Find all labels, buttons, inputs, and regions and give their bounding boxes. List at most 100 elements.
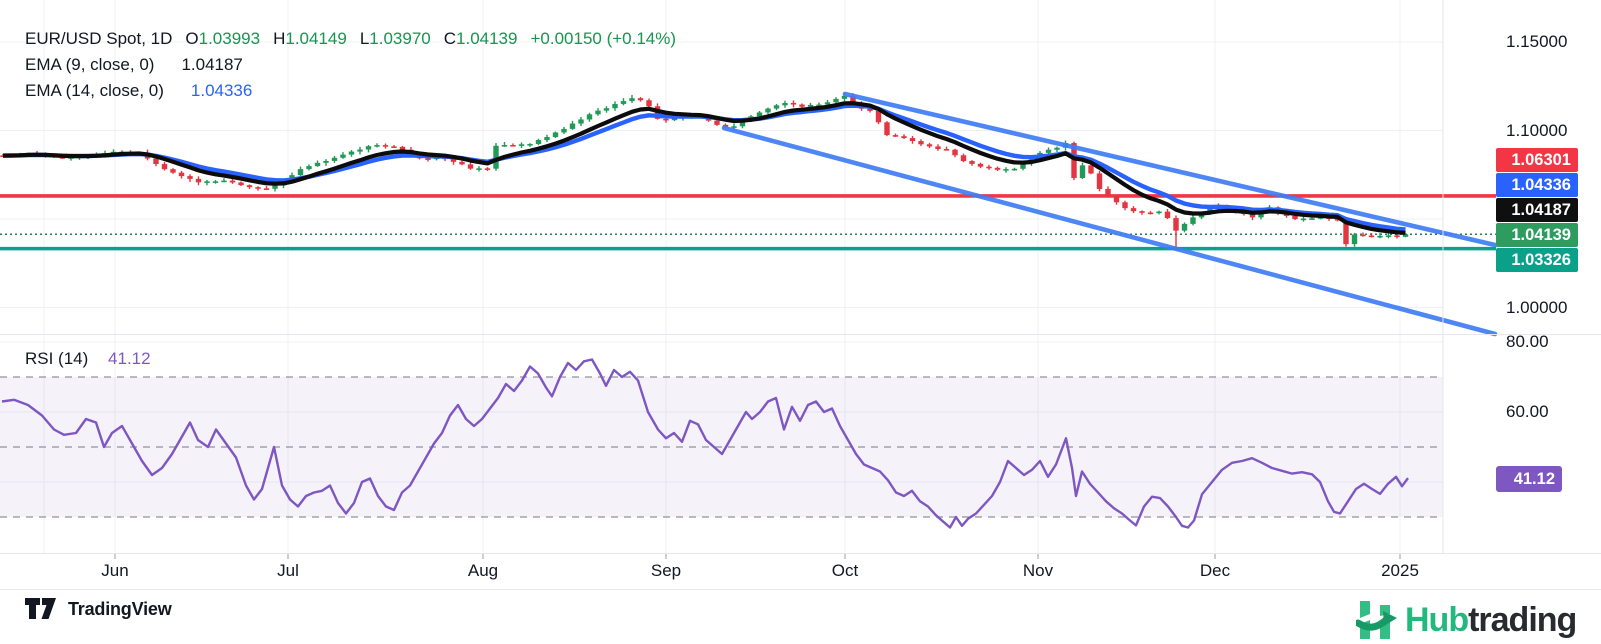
candle-down bbox=[161, 164, 168, 170]
candle-down bbox=[1343, 218, 1349, 245]
tradingview-logo[interactable]: TradingView bbox=[25, 598, 172, 620]
hubtrading-icon bbox=[1356, 601, 1397, 639]
candle-up bbox=[272, 185, 278, 189]
candle-up bbox=[671, 117, 678, 121]
candle-up bbox=[578, 119, 584, 124]
candle-up bbox=[824, 102, 831, 105]
candle-up bbox=[221, 180, 227, 183]
rsi-tick-80.00: 80.00 bbox=[1506, 332, 1549, 351]
candle-down bbox=[969, 161, 975, 164]
candle-up bbox=[1003, 169, 1009, 171]
time-label-Aug: Aug bbox=[467, 561, 499, 580]
rsi-legend: RSI (14) 41.12 bbox=[25, 349, 151, 369]
channel-lower bbox=[721, 125, 1498, 337]
rsi-label: RSI (14) bbox=[25, 349, 89, 368]
candle-up bbox=[476, 168, 482, 170]
candle-down bbox=[935, 146, 941, 150]
candle-down bbox=[986, 166, 992, 169]
candle-down bbox=[918, 141, 924, 145]
price-tick-1.15000: 1.15000 bbox=[1506, 32, 1568, 51]
candle-up bbox=[1190, 217, 1196, 224]
hubtrading-logo: Hubtrading bbox=[1356, 599, 1577, 641]
candle-down bbox=[1071, 143, 1077, 179]
candle-down bbox=[1122, 202, 1128, 209]
low-value: L1.03970 bbox=[359, 29, 431, 48]
candle-up bbox=[1351, 234, 1358, 245]
candle-down bbox=[909, 138, 916, 142]
ema14-line bbox=[3, 103, 1406, 232]
ema9-value: 1.04187 bbox=[181, 55, 243, 74]
candle-down bbox=[960, 155, 967, 162]
candle-up bbox=[1181, 223, 1188, 231]
rsi-tick-60.00: 60.00 bbox=[1506, 402, 1549, 421]
footer-border bbox=[0, 589, 1601, 590]
candle-up bbox=[365, 146, 372, 150]
candle-down bbox=[714, 120, 720, 125]
candle-up bbox=[1011, 168, 1018, 171]
chart-legend: EUR/USD Spot, 1D O1.03993 H1.04149 L1.03… bbox=[25, 26, 676, 104]
candle-down bbox=[1292, 215, 1298, 220]
candle-up bbox=[782, 102, 788, 106]
pane-divider[interactable] bbox=[0, 334, 1601, 335]
candle-up bbox=[518, 144, 525, 146]
candle-up bbox=[204, 181, 210, 183]
candle-down bbox=[382, 145, 389, 147]
channel-upper bbox=[842, 91, 1498, 248]
candle-down bbox=[263, 188, 270, 190]
candle-up bbox=[552, 132, 559, 138]
price-levels[interactable] bbox=[0, 194, 1496, 251]
candle-up bbox=[1054, 147, 1060, 150]
candle-down bbox=[1368, 235, 1375, 238]
candle-up bbox=[493, 145, 499, 169]
candle-down bbox=[238, 182, 244, 186]
ema14-row: EMA (14, close, 0) 1.04336 bbox=[25, 78, 676, 104]
axis-furniture bbox=[114, 0, 1444, 559]
candle-down bbox=[1249, 214, 1256, 218]
candle-up bbox=[357, 149, 363, 152]
ema9-row: EMA (9, close, 0) 1.04187 bbox=[25, 52, 676, 78]
candle-up bbox=[340, 154, 346, 158]
time-label-Nov: Nov bbox=[1022, 561, 1054, 580]
candle-up bbox=[731, 126, 737, 128]
candle-down bbox=[1147, 212, 1154, 215]
candle-down bbox=[637, 98, 644, 101]
time-label-Sep: Sep bbox=[650, 561, 682, 580]
candle-down bbox=[195, 178, 202, 183]
candle-down bbox=[943, 149, 950, 151]
candle-down bbox=[901, 136, 907, 139]
candle-up bbox=[620, 101, 627, 104]
candle-down bbox=[153, 158, 159, 165]
candle-up bbox=[1198, 213, 1205, 218]
candle-up bbox=[212, 181, 219, 183]
candle-up bbox=[1385, 235, 1392, 238]
hub-word: Hub bbox=[1405, 601, 1469, 639]
candle-down bbox=[425, 158, 431, 160]
close-value: C1.04139 bbox=[443, 29, 518, 48]
candle-down bbox=[178, 172, 185, 177]
rsi-line bbox=[1, 358, 1409, 529]
candle-up bbox=[833, 98, 839, 103]
candle-up bbox=[1402, 234, 1409, 237]
candle-up bbox=[756, 112, 763, 117]
candle-down bbox=[1173, 218, 1179, 231]
candle-down bbox=[399, 146, 406, 150]
candle-down bbox=[1105, 188, 1111, 196]
ema14 bbox=[3, 103, 1406, 232]
candle-up bbox=[323, 160, 329, 163]
ema14-label: EMA (14, close, 0) bbox=[25, 81, 164, 100]
rsi-badge: 41.12 bbox=[1496, 466, 1562, 492]
candle-up bbox=[331, 157, 338, 161]
candle-down bbox=[1360, 234, 1366, 237]
rsi-plot bbox=[1, 358, 1409, 529]
candle-down bbox=[1088, 165, 1094, 174]
trend-channel[interactable] bbox=[721, 91, 1498, 337]
price-badge-1.04187: 1.04187 bbox=[1496, 198, 1578, 222]
candle-up bbox=[595, 110, 601, 115]
candle-down bbox=[994, 167, 1001, 170]
rsi-value: 41.12 bbox=[108, 349, 151, 368]
candle-down bbox=[977, 163, 984, 167]
high-value: H1.04149 bbox=[273, 29, 347, 48]
candle-down bbox=[867, 108, 873, 111]
candle-down bbox=[663, 118, 669, 121]
